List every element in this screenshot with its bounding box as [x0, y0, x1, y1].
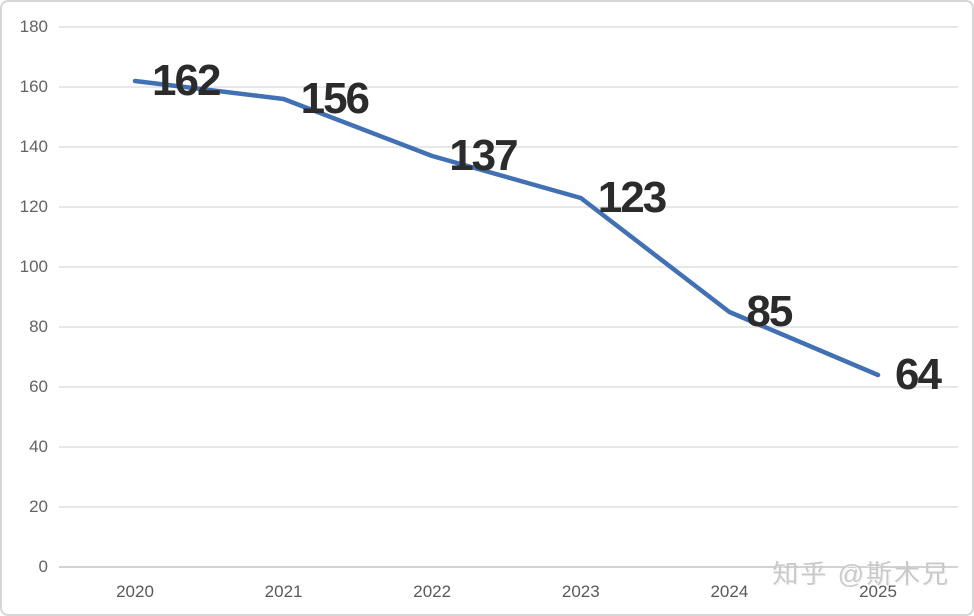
x-tick-label: 2023 — [561, 582, 600, 601]
y-tick-label: 40 — [29, 437, 48, 456]
y-tick-label: 120 — [19, 197, 48, 216]
gridline — [59, 446, 958, 448]
x-tick-label: 2025 — [859, 582, 897, 601]
x-tick-label: 2020 — [116, 582, 154, 601]
gridline — [59, 26, 958, 28]
gridline — [59, 206, 958, 208]
x-tick-label: 2021 — [264, 582, 303, 601]
data-label: 64 — [895, 350, 942, 399]
x-tick-label: 2022 — [413, 582, 452, 601]
gridline — [59, 146, 958, 148]
gridline — [59, 506, 958, 508]
y-tick-label: 140 — [19, 137, 48, 156]
gridline — [59, 86, 958, 88]
y-tick-label: 20 — [29, 497, 48, 516]
data-label: 156 — [300, 74, 370, 123]
y-tick-label: 0 — [38, 557, 48, 576]
data-label: 85 — [746, 287, 793, 336]
data-label: 137 — [449, 131, 518, 180]
data-label: 123 — [597, 173, 667, 222]
y-tick-label: 60 — [29, 377, 48, 396]
gridline — [59, 326, 958, 328]
y-tick-label: 100 — [19, 257, 48, 276]
gridline — [59, 266, 958, 268]
y-tick-label: 80 — [29, 317, 48, 336]
x-axis-line — [59, 566, 958, 568]
y-tick-label: 160 — [19, 77, 48, 96]
gridline — [59, 386, 958, 388]
y-tick-label: 180 — [19, 17, 48, 36]
x-tick-label: 2024 — [710, 582, 749, 601]
data-label: 162 — [152, 56, 221, 105]
trend-line — [132, 78, 881, 378]
